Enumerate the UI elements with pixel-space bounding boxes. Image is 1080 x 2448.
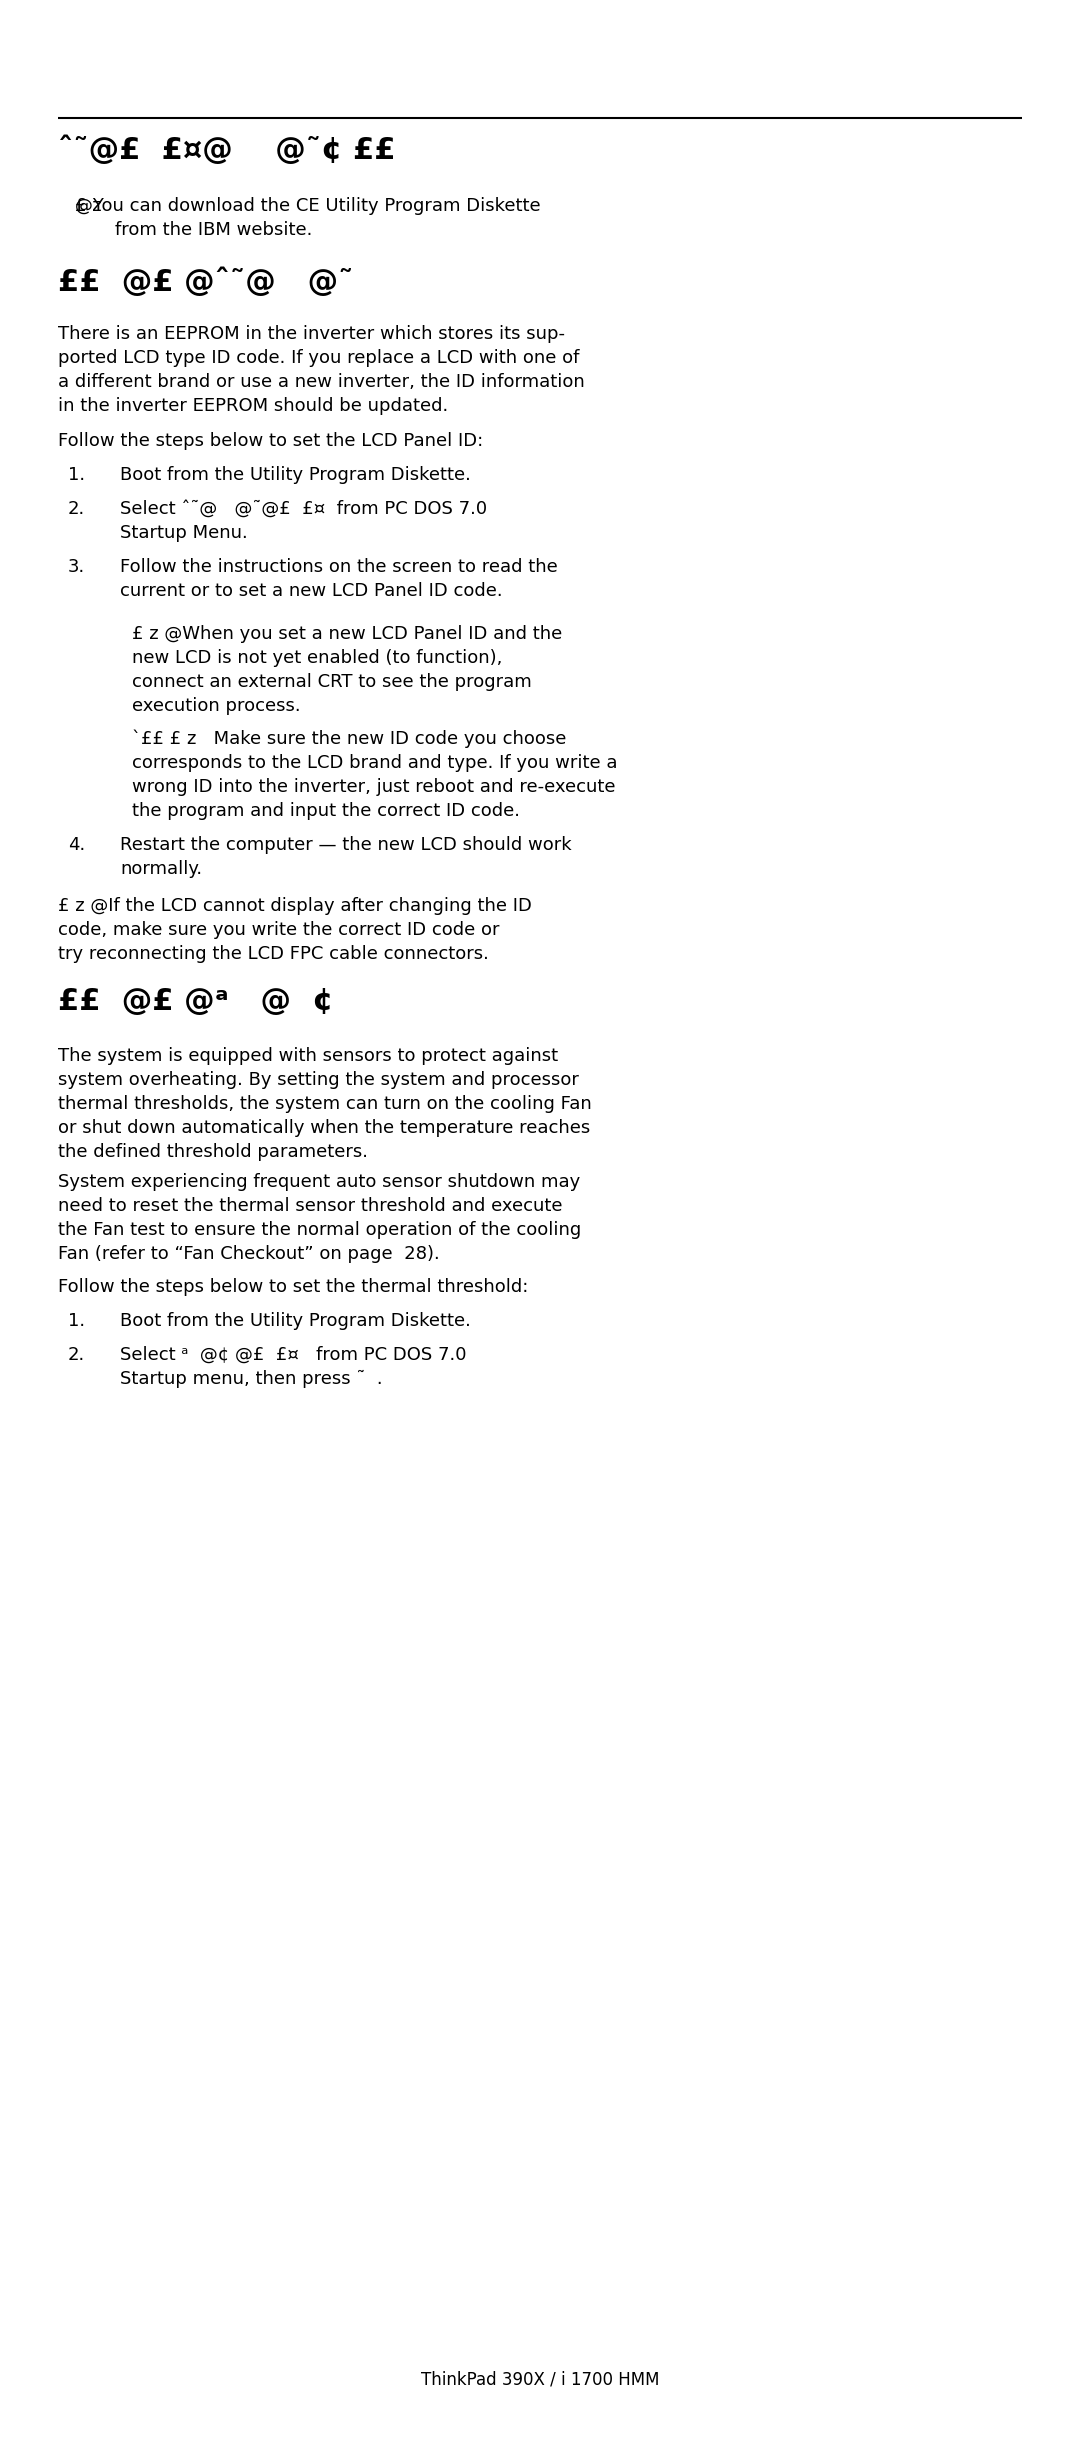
Text: ported LCD type ID code. If you replace a LCD with one of: ported LCD type ID code. If you replace … (58, 350, 579, 367)
Text: £ z @If the LCD cannot display after changing the ID: £ z @If the LCD cannot display after cha… (58, 896, 531, 916)
Text: in the inverter EEPROM should be updated.: in the inverter EEPROM should be updated… (58, 397, 448, 416)
Text: £ z: £ z (75, 196, 107, 215)
Text: 2.: 2. (68, 1346, 85, 1364)
Text: 1.: 1. (68, 1312, 85, 1329)
Text: system overheating. By setting the system and processor: system overheating. By setting the syste… (58, 1072, 579, 1089)
Text: £ z @When you set a new LCD Panel ID and the: £ z @When you set a new LCD Panel ID and… (132, 624, 563, 644)
Text: Startup menu, then press ˜  .: Startup menu, then press ˜ . (120, 1371, 382, 1388)
Text: Select ᵃ  @¢ @£  £¤   from PC DOS 7.0: Select ᵃ @¢ @£ £¤ from PC DOS 7.0 (120, 1346, 467, 1364)
Text: normally.: normally. (120, 859, 202, 879)
Text: execution process.: execution process. (132, 698, 300, 715)
Text: System experiencing frequent auto sensor shutdown may: System experiencing frequent auto sensor… (58, 1173, 580, 1192)
Text: the Fan test to ensure the normal operation of the cooling: the Fan test to ensure the normal operat… (58, 1222, 581, 1239)
Text: Startup Menu.: Startup Menu. (120, 524, 247, 541)
Text: Follow the steps below to set the thermal threshold:: Follow the steps below to set the therma… (58, 1278, 528, 1295)
Text: or shut down automatically when the temperature reaches: or shut down automatically when the temp… (58, 1119, 591, 1136)
Text: Fan (refer to “Fan Checkout” on page  28).: Fan (refer to “Fan Checkout” on page 28)… (58, 1246, 440, 1263)
Text: from the IBM website.: from the IBM website. (114, 220, 312, 240)
Text: the program and input the correct ID code.: the program and input the correct ID cod… (132, 803, 519, 820)
Text: Select ˆ˜@   @˜@£  £¤  from PC DOS 7.0: Select ˆ˜@ @˜@£ £¤ from PC DOS 7.0 (120, 499, 487, 519)
Text: code, make sure you write the correct ID code or: code, make sure you write the correct ID… (58, 920, 499, 940)
Text: wrong ID into the inverter, just reboot and re-execute: wrong ID into the inverter, just reboot … (132, 778, 616, 796)
Text: ££  @£ @ˆ˜@   @˜: ££ @£ @ˆ˜@ @˜ (58, 267, 353, 299)
Text: 4.: 4. (68, 837, 85, 854)
Text: @You can download the CE Utility Program Diskette: @You can download the CE Utility Program… (75, 196, 541, 215)
Text: 1.: 1. (68, 465, 85, 485)
Text: Boot from the Utility Program Diskette.: Boot from the Utility Program Diskette. (120, 465, 471, 485)
Text: a different brand or use a new inverter, the ID information: a different brand or use a new inverter,… (58, 372, 584, 392)
Text: Follow the instructions on the screen to read the: Follow the instructions on the screen to… (120, 558, 557, 575)
Text: new LCD is not yet enabled (to function),: new LCD is not yet enabled (to function)… (132, 649, 502, 666)
Text: current or to set a new LCD Panel ID code.: current or to set a new LCD Panel ID cod… (120, 583, 502, 600)
Text: connect an external CRT to see the program: connect an external CRT to see the progr… (132, 673, 531, 690)
Text: The system is equipped with sensors to protect against: The system is equipped with sensors to p… (58, 1048, 558, 1065)
Text: thermal thresholds, the system can turn on the cooling Fan: thermal thresholds, the system can turn … (58, 1094, 592, 1114)
Text: need to reset the thermal sensor threshold and execute: need to reset the thermal sensor thresho… (58, 1197, 563, 1214)
Text: the defined threshold parameters.: the defined threshold parameters. (58, 1143, 368, 1160)
Text: ££  @£ @ᵃ   @  ¢: ££ @£ @ᵃ @ ¢ (58, 987, 334, 1016)
Text: 3.: 3. (68, 558, 85, 575)
Text: try reconnecting the LCD FPC cable connectors.: try reconnecting the LCD FPC cable conne… (58, 945, 489, 962)
Text: Restart the computer — the new LCD should work: Restart the computer — the new LCD shoul… (120, 837, 571, 854)
Text: ˋ££ £ z   Make sure the new ID code you choose: ˋ££ £ z Make sure the new ID code you ch… (132, 730, 566, 749)
Text: corresponds to the LCD brand and type. If you write a: corresponds to the LCD brand and type. I… (132, 754, 618, 771)
Text: Follow the steps below to set the LCD Panel ID:: Follow the steps below to set the LCD Pa… (58, 431, 483, 450)
Text: Boot from the Utility Program Diskette.: Boot from the Utility Program Diskette. (120, 1312, 471, 1329)
Text: ThinkPad 390X / i 1700 HMM: ThinkPad 390X / i 1700 HMM (421, 2372, 659, 2389)
Text: ˆ˜@£  £¤@    @˜¢ ££: ˆ˜@£ £¤@ @˜¢ ££ (58, 135, 395, 164)
Text: 2.: 2. (68, 499, 85, 519)
Text: There is an EEPROM in the inverter which stores its sup-: There is an EEPROM in the inverter which… (58, 326, 565, 343)
